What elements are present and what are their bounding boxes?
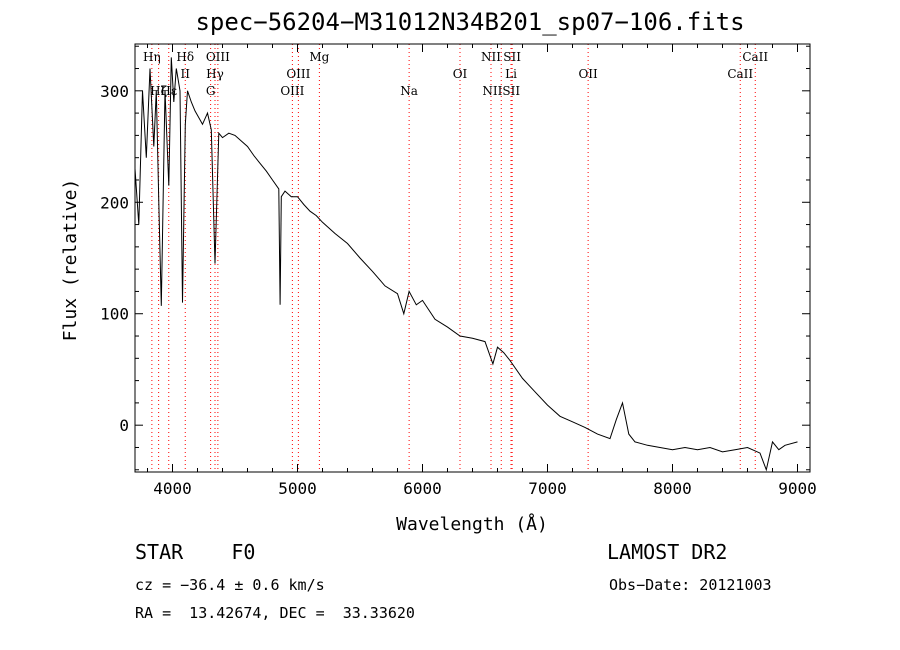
- spectral-line-label: Hζ: [150, 84, 167, 98]
- spectrum-line: [134, 57, 798, 472]
- y-tick-label: 100: [100, 305, 129, 324]
- spectral-line-label: Li: [505, 67, 517, 81]
- spectral-line-label: OII: [578, 67, 598, 81]
- spectral-line-label: NIISII: [482, 84, 520, 98]
- marker-lines: [151, 44, 756, 472]
- survey-name: LAMOST DR2: [607, 540, 728, 564]
- spectral-line-label: OIII: [280, 84, 304, 98]
- y-tick-label: 300: [100, 82, 129, 101]
- spectral-line-label: OIII: [206, 50, 230, 64]
- y-tick-label: 0: [119, 416, 129, 435]
- spectral-line-label: Hγ: [206, 67, 224, 81]
- y-axis-label: Flux (relative): [60, 179, 81, 342]
- spectral-line-label: Hδ: [176, 50, 194, 64]
- spectral-line-label: CaII: [742, 50, 768, 64]
- spectral-line-label: NII: [481, 50, 501, 64]
- y-axis: 0 100 200 300: [100, 45, 810, 471]
- chart-title: spec−56204−M31012N34B201_sp07−106.fits: [195, 8, 744, 36]
- spectral-line-label: OIII: [286, 67, 310, 81]
- x-axis: 4000 5000 6000 7000 8000 9000: [147, 44, 817, 498]
- spectral-line-label: Mg: [309, 50, 329, 64]
- y-tick-label: 200: [100, 193, 129, 212]
- object-class: STAR F0: [135, 540, 256, 564]
- spectral-line-label: SII: [503, 50, 521, 64]
- x-tick-label: 5000: [278, 479, 317, 498]
- x-tick-label: 4000: [153, 479, 192, 498]
- spectral-line-label: Hη: [143, 50, 161, 64]
- x-axis-label: Wavelength (Å): [396, 513, 548, 535]
- spectral-line-label: Na: [400, 84, 418, 98]
- x-tick-label: 6000: [403, 479, 442, 498]
- spectral-line-label: OI: [453, 67, 468, 81]
- spectral-line-label: II: [181, 67, 191, 81]
- plot-frame: [134, 43, 811, 473]
- redshift-cz: cz = −36.4 ± 0.6 km/s: [135, 576, 325, 594]
- observation-date: Obs−Date: 20121003: [609, 576, 772, 594]
- x-tick-label: 9000: [778, 479, 817, 498]
- spectral-line-label: G: [206, 84, 216, 98]
- spectral-line-label: CaII: [727, 67, 753, 81]
- x-tick-label: 8000: [653, 479, 692, 498]
- coordinates: RA = 13.42674, DEC = 33.33620: [135, 604, 415, 622]
- x-tick-label: 7000: [528, 479, 567, 498]
